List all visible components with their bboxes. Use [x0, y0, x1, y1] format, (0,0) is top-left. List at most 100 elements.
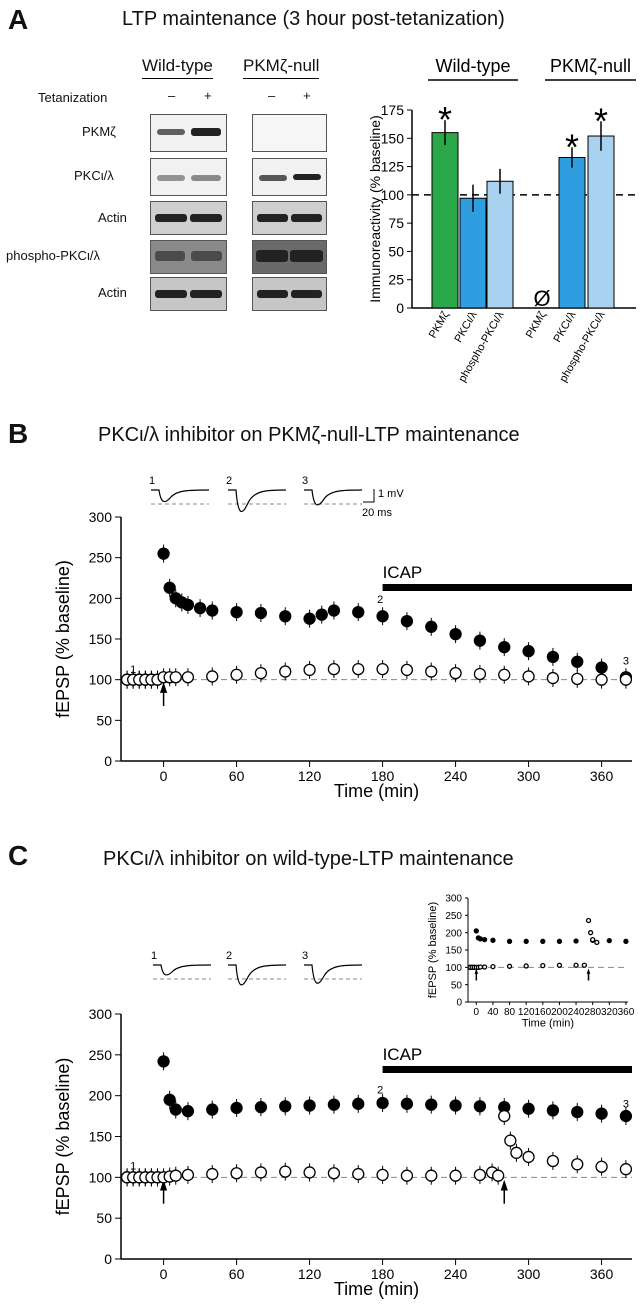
open-point: [376, 1168, 389, 1182]
blot-wt-actin-1: [150, 201, 227, 235]
filled-point: [425, 620, 438, 633]
trace-label: 1: [149, 475, 155, 487]
open-point: [510, 1146, 523, 1159]
fepsp-trace: [304, 489, 363, 506]
y-axis-label: fEPSP (% baseline): [53, 560, 73, 718]
x-tick-label: 60: [229, 1266, 245, 1282]
open-point: [376, 662, 389, 676]
y-tick-label: 200: [89, 1088, 113, 1104]
filled-point: [425, 1098, 438, 1111]
lane-sign-1: –: [168, 88, 176, 103]
filled-point: [473, 634, 487, 647]
open-point: [425, 1169, 438, 1182]
bar-label: PKMζ: [427, 309, 452, 340]
x-tick-label: 300: [517, 768, 541, 784]
open-point: [522, 670, 535, 683]
open-point: [279, 1165, 292, 1178]
open-point: [595, 1160, 608, 1173]
filled-point: [623, 938, 629, 944]
x-tick-label: 40: [487, 1007, 499, 1018]
scale-bar-y-label: 1 mV: [378, 488, 404, 500]
blot-null-pkmz: [252, 114, 327, 152]
filled-point: [573, 938, 579, 944]
y-tick-label: 250: [445, 911, 462, 922]
open-point: [303, 663, 316, 677]
y-axis-label: fEPSP (% baseline): [427, 902, 439, 998]
filled-point: [571, 1105, 584, 1119]
trace-label: 3: [302, 475, 308, 487]
open-point: [169, 671, 182, 684]
scale-bar-x-label: 20 ms: [362, 507, 392, 519]
filled-point: [546, 1104, 560, 1117]
open-point: [587, 930, 594, 936]
bar: [558, 157, 586, 309]
blot-wt-pkmz: [150, 114, 227, 152]
open-point: [449, 1169, 462, 1182]
tetanus-arrowhead: [500, 1179, 508, 1191]
x-tick-label: 240: [444, 1266, 468, 1282]
open-point: [400, 663, 414, 677]
open-point: [573, 962, 579, 968]
x-tick-label: 80: [504, 1007, 516, 1018]
blot-null-pkci: [252, 158, 327, 196]
filled-point: [619, 1109, 633, 1123]
trace-label: 1: [151, 950, 157, 962]
filled-point: [556, 938, 563, 944]
blot-wt-pkci: [150, 158, 227, 196]
y-tick-label: 150: [381, 130, 405, 146]
x-tick-label: 280: [584, 1007, 601, 1018]
filled-point: [206, 1103, 219, 1116]
lane-sign-2: +: [204, 88, 212, 103]
scale-bar: [363, 489, 375, 503]
open-point: [506, 963, 513, 969]
time-course-plot-b: 0 50 100 150 200 250 300 0 60 120 180 240 300 360 Time…: [53, 475, 633, 801]
x-axis-label: Time (min): [522, 1018, 574, 1030]
blot-row-label-3: Actin: [98, 210, 127, 225]
y-tick-label: 25: [388, 272, 404, 288]
open-point: [303, 1166, 316, 1179]
panel-c-title: PKCι/λ inhibitor on wild-type-LTP mainte…: [103, 848, 514, 870]
y-tick-label: 50: [451, 980, 463, 991]
fepsp-trace: [153, 964, 212, 976]
x-tick-label: 120: [298, 768, 322, 784]
significance-star: *: [594, 100, 608, 141]
x-tick-label: 240: [568, 1007, 585, 1018]
x-tick-label: 120: [518, 1007, 535, 1018]
x-axis-label: Time (min): [334, 1279, 419, 1299]
y-tick-label: 75: [388, 215, 404, 231]
open-point: [481, 964, 488, 970]
filled-point: [303, 612, 316, 625]
bar: [486, 180, 514, 309]
filled-point: [327, 1098, 341, 1111]
filled-point: [546, 650, 560, 664]
filled-point: [315, 608, 328, 621]
filled-point: [303, 1099, 316, 1112]
filled-point: [230, 606, 243, 619]
filled-point: [498, 640, 511, 654]
tetanus-arrowhead: [159, 682, 168, 693]
fepsp-trace: [304, 964, 363, 984]
y-axis-label: fEPSP (% baseline): [53, 1058, 73, 1216]
filled-point: [522, 645, 535, 658]
trace-marker: 1: [130, 664, 136, 676]
trace-marker: 1: [130, 1161, 136, 1173]
blot-wt-actin-2: [150, 277, 227, 311]
open-point: [473, 1168, 487, 1182]
open-point: [540, 962, 546, 969]
y-tick-label: 100: [89, 672, 113, 688]
y-tick-label: 50: [388, 243, 404, 259]
open-point: [619, 1163, 633, 1176]
fepsp-trace: [228, 964, 287, 986]
open-point: [352, 662, 365, 676]
x-tick-label: 0: [160, 768, 168, 784]
y-tick-label: 300: [89, 1006, 113, 1022]
tetanization-label: Tetanization: [38, 90, 108, 105]
y-tick-label: 175: [381, 102, 405, 118]
filled-point: [477, 936, 484, 942]
open-point: [477, 964, 484, 970]
icap-bar: [382, 1066, 632, 1073]
filled-point: [506, 938, 513, 944]
y-tick-label: 150: [89, 1129, 113, 1145]
filled-point: [522, 1102, 535, 1115]
